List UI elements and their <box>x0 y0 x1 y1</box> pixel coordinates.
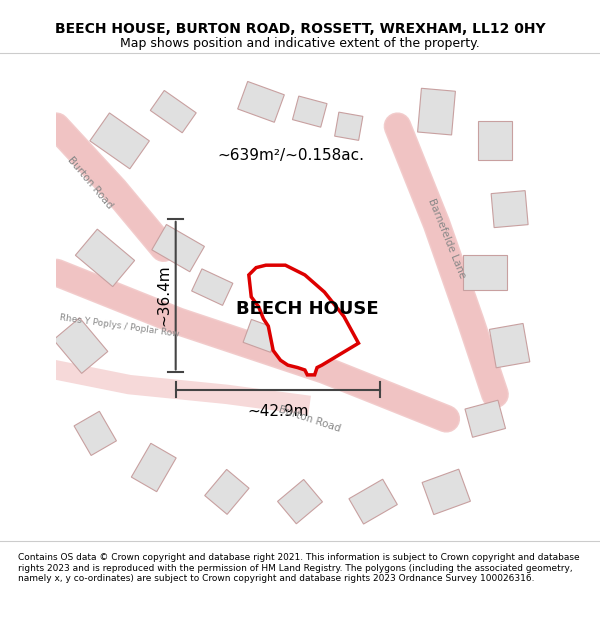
Polygon shape <box>53 318 108 373</box>
Polygon shape <box>278 479 322 524</box>
Polygon shape <box>76 229 134 287</box>
Text: ~42.9m: ~42.9m <box>247 404 309 419</box>
Text: ~639m²/~0.158ac.: ~639m²/~0.158ac. <box>217 148 364 163</box>
Polygon shape <box>152 224 205 272</box>
Polygon shape <box>90 113 149 169</box>
Polygon shape <box>490 324 530 368</box>
Text: Rhes Y Poplys / Poplar Row: Rhes Y Poplys / Poplar Row <box>59 313 180 339</box>
Polygon shape <box>131 443 176 492</box>
Text: Barnefelde Lane: Barnefelde Lane <box>425 197 467 280</box>
Polygon shape <box>463 256 507 289</box>
Polygon shape <box>292 96 327 127</box>
Text: Burton Road: Burton Road <box>66 154 115 210</box>
Polygon shape <box>465 400 506 437</box>
Polygon shape <box>238 81 284 122</box>
Polygon shape <box>243 319 279 352</box>
Text: Map shows position and indicative extent of the property.: Map shows position and indicative extent… <box>120 38 480 51</box>
Polygon shape <box>249 265 359 375</box>
Text: Burton Road: Burton Road <box>278 404 342 434</box>
Text: BEECH HOUSE: BEECH HOUSE <box>236 300 379 318</box>
Polygon shape <box>205 469 249 514</box>
Polygon shape <box>418 88 455 135</box>
Polygon shape <box>478 121 512 161</box>
Polygon shape <box>349 479 397 524</box>
Text: Contains OS data © Crown copyright and database right 2021. This information is : Contains OS data © Crown copyright and d… <box>18 553 580 583</box>
Text: ~36.4m: ~36.4m <box>156 265 171 326</box>
Polygon shape <box>150 91 196 132</box>
Polygon shape <box>422 469 470 514</box>
Text: BEECH HOUSE, BURTON ROAD, ROSSETT, WREXHAM, LL12 0HY: BEECH HOUSE, BURTON ROAD, ROSSETT, WREXH… <box>55 22 545 36</box>
Polygon shape <box>491 191 528 228</box>
Polygon shape <box>191 269 233 306</box>
Polygon shape <box>74 411 116 456</box>
Polygon shape <box>335 112 363 141</box>
